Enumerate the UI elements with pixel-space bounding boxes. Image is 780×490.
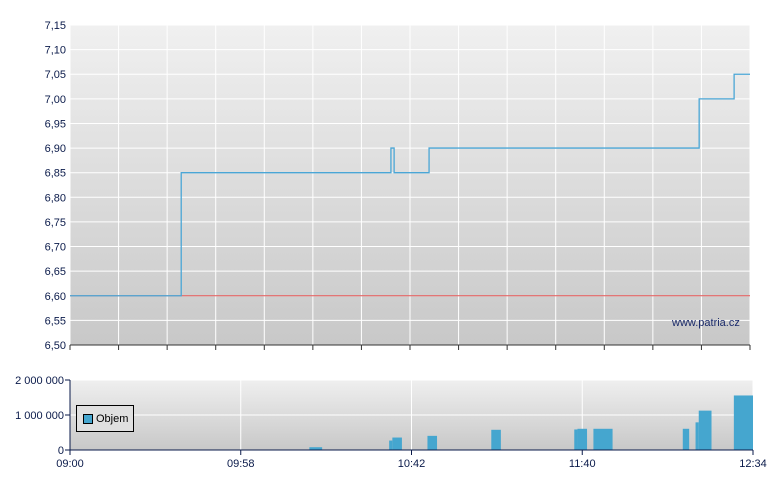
price-y-tick-label: 6,85 bbox=[45, 168, 66, 180]
volume-x-tick-label: 11:40 bbox=[569, 458, 596, 470]
volume-x-tick-label: 09:58 bbox=[227, 458, 255, 470]
legend-swatch bbox=[83, 413, 93, 424]
volume-x-tick-label: 12:34 bbox=[739, 458, 767, 470]
legend-label: Objem bbox=[96, 412, 129, 425]
volume-bar bbox=[574, 429, 578, 450]
volume-x-tick-label: 09:00 bbox=[56, 458, 84, 470]
watermark: www.patria.cz bbox=[672, 317, 740, 329]
price-y-tick-label: 6,80 bbox=[45, 192, 66, 204]
volume-legend: Objem bbox=[76, 405, 134, 432]
volume-y-tick-label: 0 bbox=[58, 445, 64, 457]
volume-bar bbox=[491, 429, 501, 450]
volume-x-tick-label: 10:42 bbox=[398, 458, 426, 470]
volume-bar bbox=[389, 440, 393, 450]
volume-y-tick-label: 2 000 000 bbox=[15, 375, 64, 387]
price-y-tick-label: 6,65 bbox=[45, 266, 66, 278]
volume-bar bbox=[593, 428, 613, 450]
price-y-tick-label: 6,50 bbox=[45, 340, 66, 352]
price-y-tick-label: 6,55 bbox=[45, 315, 66, 327]
volume-bar bbox=[682, 428, 690, 450]
price-y-tick-label: 7,15 bbox=[45, 20, 66, 32]
price-y-tick-label: 6,90 bbox=[45, 143, 66, 155]
price-y-tick-label: 6,75 bbox=[45, 217, 66, 229]
price-y-tick-label: 6,95 bbox=[45, 118, 66, 130]
volume-bar bbox=[309, 447, 323, 450]
volume-bar bbox=[695, 422, 699, 450]
price-line bbox=[70, 73, 750, 297]
volume-bar bbox=[392, 437, 402, 450]
volume-y-tick-label: 1 000 000 bbox=[15, 410, 64, 422]
price-y-tick-label: 7,10 bbox=[45, 45, 66, 57]
price-y-tick-label: 6,60 bbox=[45, 291, 66, 303]
volume-bar bbox=[698, 410, 712, 450]
price-y-tick-label: 7,00 bbox=[45, 94, 66, 106]
price-y-tick-label: 7,05 bbox=[45, 69, 66, 81]
volume-bar bbox=[577, 428, 588, 450]
volume-bar bbox=[733, 395, 753, 450]
volume-bar bbox=[427, 435, 438, 450]
price-y-tick-label: 6,70 bbox=[45, 242, 66, 254]
